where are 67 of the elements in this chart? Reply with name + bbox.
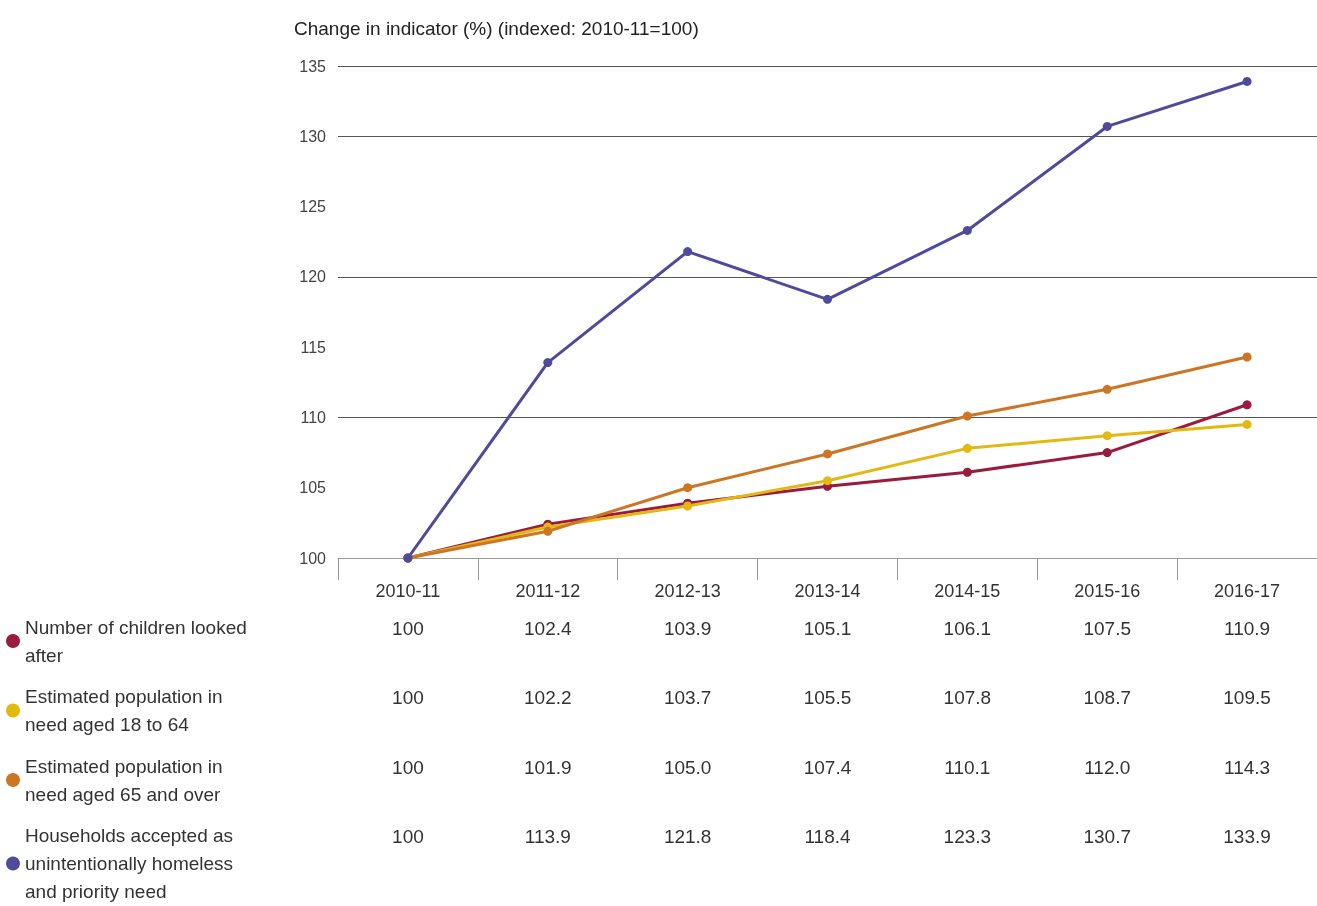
point	[823, 294, 832, 304]
legend-label: Estimated population in need aged 18 to 64	[25, 686, 228, 735]
point	[543, 358, 553, 368]
point	[1242, 400, 1252, 410]
point	[962, 411, 972, 421]
data-label: 130.7	[1083, 826, 1131, 847]
y-tick-label: 135	[299, 57, 327, 75]
data-label: 103.9	[663, 617, 712, 639]
data-label: 112.0	[1084, 756, 1131, 778]
data-label: 106.1	[943, 617, 992, 639]
y-tick-label: 105	[299, 479, 327, 497]
x-tick-label: 2015-16	[1074, 581, 1141, 601]
point	[543, 526, 553, 536]
legend-label: Estimated population in need aged 65 and over	[25, 755, 228, 805]
data-label: 107.8	[943, 687, 992, 708]
point	[1102, 384, 1112, 394]
x-tick-label: 2016-17	[1214, 581, 1281, 601]
data-label: 100	[392, 826, 424, 847]
data-label: 118.4	[804, 826, 851, 847]
data-label: 107.4	[803, 756, 852, 778]
point	[683, 247, 693, 257]
data-label: 105.0	[663, 756, 712, 778]
y-tick-label: 130	[299, 127, 327, 145]
point	[823, 449, 832, 459]
y-tick-label: 100	[299, 549, 327, 567]
point	[1102, 121, 1112, 131]
data-label: 105.5	[803, 687, 852, 708]
data-label: 114.3	[1224, 756, 1271, 778]
point	[683, 483, 693, 493]
data-label: 100	[392, 617, 424, 639]
data-label: 108.7	[1083, 687, 1131, 708]
data-label: 102.4	[524, 617, 572, 639]
data-label: 113.9	[524, 826, 571, 847]
x-tick-label: 2012-13	[654, 581, 721, 601]
data-label: 110.9	[1224, 617, 1271, 639]
point	[1242, 419, 1252, 429]
data-label: 100	[392, 756, 424, 778]
data-label: 101.9	[524, 756, 572, 778]
data-label: 100	[392, 687, 424, 708]
data-label: 123.3	[943, 826, 992, 847]
point	[962, 225, 972, 235]
y-tick-label: 120	[299, 268, 327, 286]
data-label: 109.5	[1223, 687, 1271, 708]
point	[1102, 448, 1112, 458]
data-label: 102.2	[524, 687, 572, 708]
legend-label: Households accepted as unintentionally homeless and priority need	[25, 825, 239, 902]
point	[962, 467, 972, 477]
y-axis-title: Change in indicator (%) (indexed: 2010-11=100)	[294, 18, 699, 39]
data-label: 107.5	[1083, 617, 1131, 639]
x-tick-label: 2010-11	[375, 581, 441, 601]
y-tick-label: 115	[300, 338, 327, 356]
data-label: 133.9	[1223, 826, 1271, 847]
point	[823, 476, 832, 486]
data-label: 103.7	[663, 687, 712, 708]
y-tick-label: 110	[300, 408, 327, 426]
x-tick-label: 2014-15	[934, 581, 1001, 601]
x-tick-label: 2013-14	[794, 581, 861, 601]
y-tick-label: 125	[299, 198, 327, 216]
data-label: 121.8	[663, 826, 712, 847]
legend-label: Number of children looked after	[25, 616, 253, 666]
x-tick-label: 2011-12	[515, 581, 581, 601]
point	[962, 443, 972, 453]
point	[1242, 352, 1252, 362]
point	[1102, 431, 1112, 441]
data-label: 105.1	[803, 617, 852, 639]
point	[1242, 76, 1252, 86]
data-label: 110.1	[944, 756, 991, 778]
